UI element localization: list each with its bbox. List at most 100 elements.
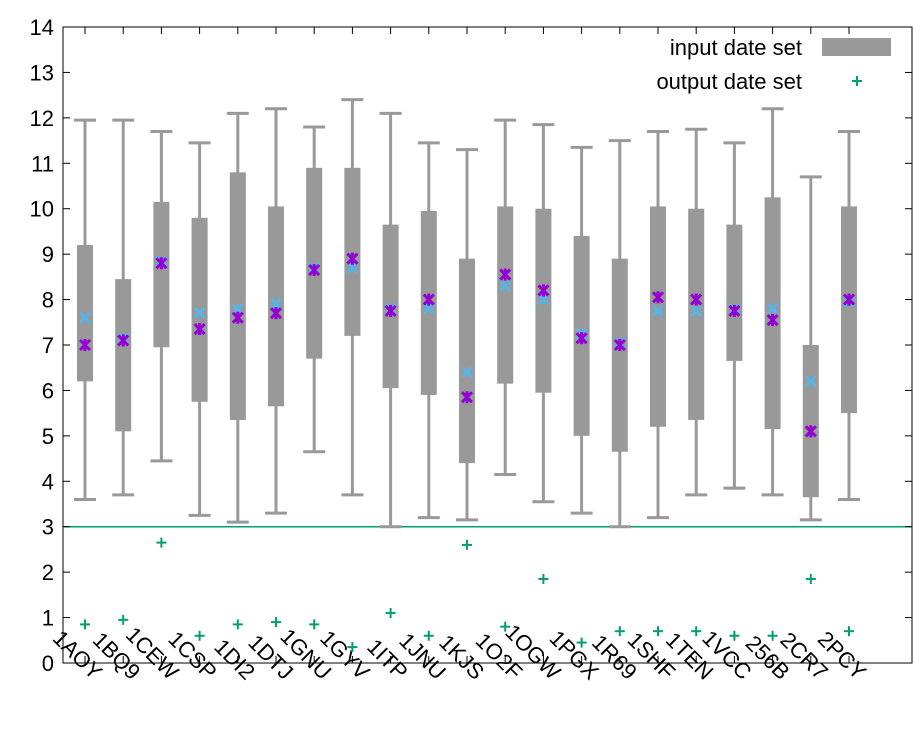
- output-point-1CEW: [156, 537, 167, 548]
- output-point-1AOY: [80, 619, 90, 630]
- box-body: [726, 224, 743, 361]
- output-point-1KJS: [462, 539, 472, 550]
- y-tick-label: 11: [31, 151, 54, 176]
- y-tick-label: 6: [42, 378, 54, 403]
- box-2PCY: [838, 129, 860, 501]
- y-tick-label: 7: [42, 333, 54, 358]
- legend-label-input: input date set: [670, 35, 802, 60]
- marker-stroke: [690, 304, 703, 317]
- box-1SHF: [647, 129, 669, 520]
- box-1KJS: [456, 148, 478, 522]
- box-body: [115, 279, 132, 432]
- y-tick-label: 5: [42, 424, 54, 449]
- mean-marker: [346, 261, 359, 274]
- box-body: [650, 206, 666, 427]
- box-body: [497, 206, 514, 384]
- y-tick-label: 3: [42, 515, 54, 540]
- box-body: [268, 206, 284, 407]
- legend-swatch-input: [822, 38, 891, 56]
- output-point-1GNU: [309, 619, 320, 630]
- mean-marker: [422, 302, 435, 315]
- plot-area: [62, 26, 913, 664]
- median-marker: [537, 284, 550, 297]
- box-1R69: [608, 139, 631, 529]
- boxes: [74, 98, 860, 529]
- output-point-1JNU: [423, 630, 434, 641]
- box-body: [191, 217, 208, 402]
- median-marker: [117, 334, 130, 347]
- median-marker: [651, 291, 665, 304]
- box-256B: [761, 107, 784, 497]
- median-marker: [231, 311, 244, 324]
- median-marker: [690, 293, 703, 306]
- box-1GNU: [303, 125, 326, 454]
- median-marker: [78, 338, 92, 352]
- box-1CSP: [188, 141, 211, 517]
- box-1VCC: [723, 141, 746, 490]
- box-body: [611, 258, 628, 452]
- y-tick-label: 4: [42, 469, 54, 494]
- box-1ITP: [379, 111, 402, 529]
- marker-stroke: [422, 302, 435, 315]
- box-1AOY: [74, 118, 96, 501]
- box-body: [459, 258, 475, 464]
- output-point-1DTJ: [271, 617, 281, 628]
- box-1DTJ: [265, 107, 287, 515]
- output-point-1OGW: [538, 573, 549, 584]
- y-tick-label: 9: [42, 242, 54, 267]
- mean-marker: [804, 375, 817, 388]
- output-point-1PGX: [576, 637, 587, 648]
- box-body: [153, 201, 170, 348]
- median-marker: [842, 293, 856, 306]
- y-tick-label: 13: [30, 60, 54, 85]
- mean-marker: [460, 366, 474, 379]
- y-tick-label: 0: [42, 651, 54, 676]
- mean-marker: [690, 304, 703, 317]
- output-point-1VCC: [729, 630, 740, 641]
- marker-stroke: [460, 366, 474, 379]
- legend: input date set output date set: [656, 35, 891, 94]
- y-tick-label: 2: [42, 560, 54, 585]
- box-2CR7: [799, 175, 822, 522]
- marker-stroke: [193, 307, 206, 320]
- output-point-1GYV: [347, 642, 358, 653]
- y-tick-label: 1: [42, 606, 54, 631]
- median-marker: [499, 268, 512, 281]
- mean-marker: [766, 302, 779, 315]
- median-marker: [422, 293, 435, 306]
- mean-marker: [269, 298, 283, 311]
- output-point-1BQ9: [118, 614, 129, 625]
- output-points: [80, 537, 854, 653]
- marker-stroke: [651, 304, 665, 317]
- median-marker: [384, 304, 397, 317]
- mean-marker: [231, 302, 244, 315]
- plot-frame: [62, 26, 913, 664]
- box-1CEW: [150, 129, 173, 463]
- median-marker: [728, 304, 741, 317]
- box-body: [306, 167, 323, 359]
- box-body: [841, 206, 857, 414]
- marker-stroke: [766, 302, 779, 315]
- median-marker: [269, 307, 283, 320]
- box-1O2F: [494, 118, 517, 476]
- marker-stroke: [499, 279, 512, 293]
- marker-stroke: [537, 293, 550, 306]
- box-1TEN: [685, 127, 708, 497]
- output-point-1O2F: [500, 621, 511, 632]
- output-point-2CR7: [805, 573, 816, 584]
- output-point-1ITP: [385, 608, 396, 619]
- mean-marker: [193, 307, 206, 320]
- median-marker: [346, 252, 359, 265]
- output-point-1CSP: [194, 630, 205, 641]
- y-tick-label: 10: [30, 197, 54, 222]
- y-tick-label: 14: [30, 15, 54, 40]
- median-marker: [766, 313, 779, 327]
- output-point-1TEN: [691, 626, 702, 637]
- median-marker: [613, 338, 626, 352]
- marker-stroke: [804, 375, 817, 388]
- box-body: [688, 208, 705, 420]
- box-body: [344, 167, 361, 336]
- mean-marker: [537, 293, 550, 306]
